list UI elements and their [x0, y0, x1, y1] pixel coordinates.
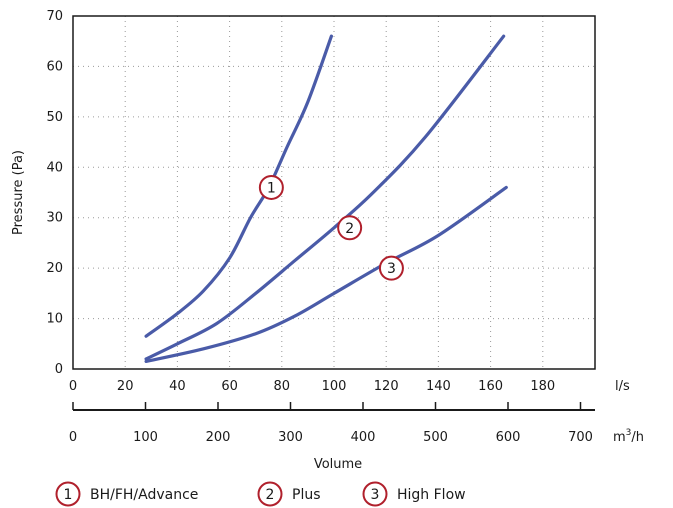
- y-tick-label: 20: [46, 261, 63, 276]
- curve-marker-label: 1: [267, 180, 276, 196]
- y-axis-title: Pressure (Pa): [11, 150, 26, 235]
- x-tick-label-ls: 0: [69, 379, 77, 394]
- legend: 1 BH/FH/Advance 2 Plus 3 High Flow: [55, 481, 466, 507]
- series-lines: [144, 34, 508, 364]
- curve-marker-1: [258, 174, 284, 200]
- plot-frame: [72, 15, 596, 370]
- x-tick-label-m3h: 0: [69, 430, 77, 445]
- x-tick-label-ls: 60: [221, 379, 238, 394]
- curve-marker-label: 2: [345, 221, 354, 237]
- x-tick-label-ls: 180: [530, 379, 555, 394]
- y-axis-ticks: 0 10 20 30 40 50 60 70: [46, 9, 63, 377]
- y-tick-label: 30: [46, 211, 63, 226]
- legend-label: Plus: [292, 487, 321, 503]
- unit-m3h-base: m: [613, 430, 626, 445]
- y-tick-label: 0: [55, 362, 63, 377]
- x-tick-label-ls: 80: [274, 379, 291, 394]
- legend-marker-1: [55, 481, 81, 507]
- x-tick-label-ls: 140: [426, 379, 451, 394]
- legend-marker-3: [362, 481, 388, 507]
- x-axis-ls-ticks: 0 20 40 60 80 100 120 140 160 180: [69, 379, 555, 394]
- y-tick-label: 70: [46, 9, 63, 24]
- legend-label: BH/FH/Advance: [90, 487, 198, 503]
- legend-marker-label: 2: [266, 487, 275, 503]
- curve-marker-2: [337, 215, 363, 241]
- x-tick-label-m3h: 700: [568, 430, 593, 445]
- x-tick-label-m3h: 100: [133, 430, 158, 445]
- x-tick-label-m3h: 300: [278, 430, 303, 445]
- curve-marker-label: 3: [387, 261, 396, 277]
- y-tick-label: 10: [46, 312, 63, 327]
- legend-marker-label: 1: [64, 487, 73, 503]
- legend-marker-2: [257, 481, 283, 507]
- x-tick-label-m3h: 400: [351, 430, 376, 445]
- series-line-3: [144, 185, 508, 364]
- x-tick-label-m3h: 600: [496, 430, 521, 445]
- x-tick-label-m3h: 500: [423, 430, 448, 445]
- unit-m3h-sup: 3: [626, 428, 632, 438]
- x-tick-label-ls: 100: [322, 379, 347, 394]
- y-tick-label: 40: [46, 160, 63, 175]
- series-line-2: [144, 34, 506, 361]
- unit-m3h-tail: /h: [631, 430, 644, 445]
- x-tick-label-ls: 20: [117, 379, 134, 394]
- y-tick-label: 50: [46, 110, 63, 125]
- legend-marker-label: 3: [371, 487, 380, 503]
- x-tick-label-ls: 40: [169, 379, 186, 394]
- legend-label: High Flow: [397, 487, 466, 503]
- grid: [73, 16, 595, 369]
- y-tick-label: 60: [46, 59, 63, 74]
- x-tick-label-ls: 160: [478, 379, 503, 394]
- x-unit-m3h: m3/h: [613, 428, 644, 445]
- x-unit-ls: l/s: [615, 379, 630, 394]
- x-tick-label-m3h: 200: [206, 430, 231, 445]
- series-line-1: [144, 34, 333, 338]
- x-tick-label-ls: 120: [374, 379, 399, 394]
- x-axis-title: Volume: [314, 457, 362, 472]
- x-axis-m3h: 0 100 200 300 400 500 600 700: [69, 402, 595, 445]
- curve-marker-3: [378, 255, 404, 281]
- curve-markers: 1 2 3: [258, 174, 404, 281]
